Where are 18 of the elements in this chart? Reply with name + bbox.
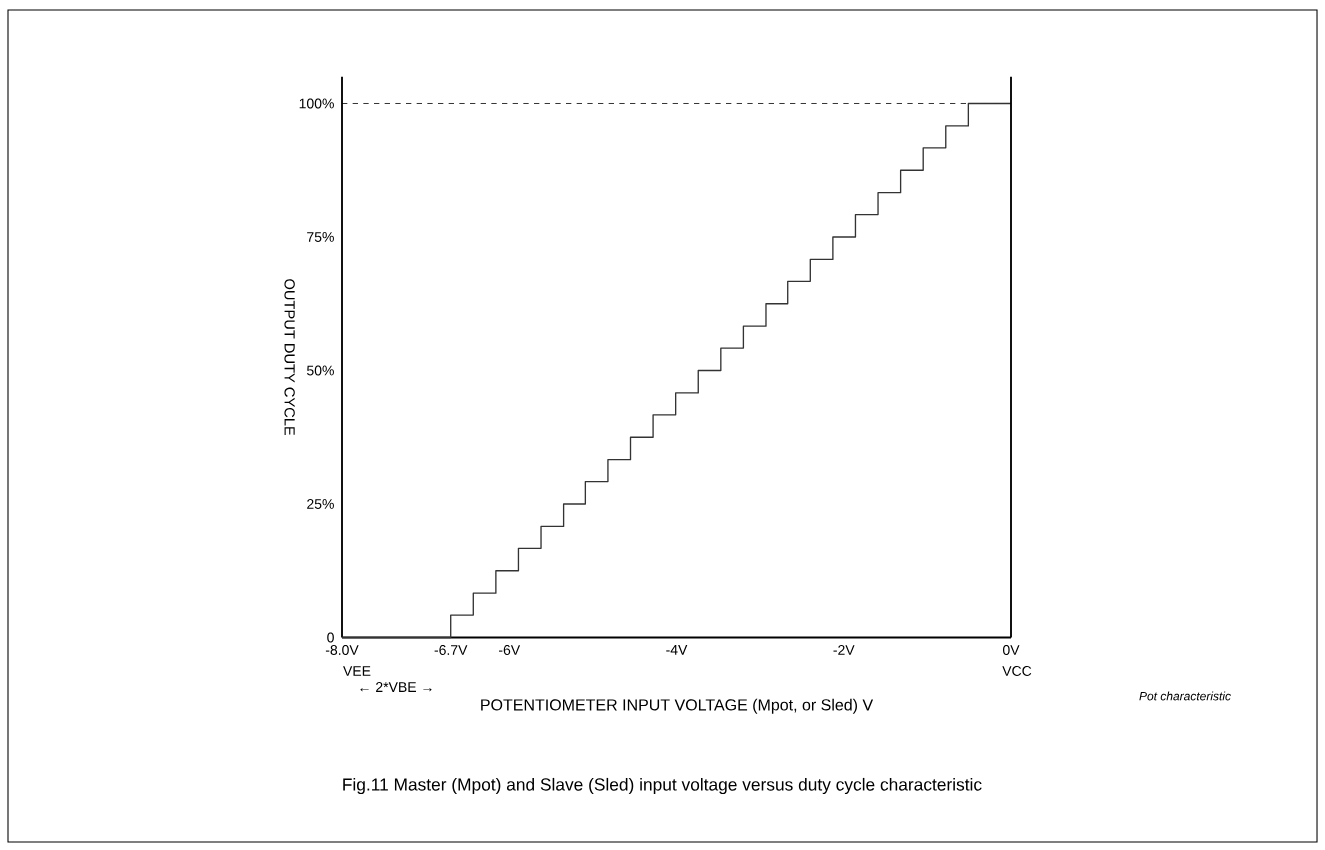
x-tick-label: -2V	[833, 645, 855, 655]
text: VCC	[1002, 666, 1032, 676]
x-tick-label: -8.0V	[325, 645, 359, 655]
y-tick-label: 75%	[307, 232, 334, 242]
x-tick-label: -4V	[666, 645, 688, 655]
text: ← 2*VBE →	[360, 682, 432, 692]
y-tick-label: 100%	[299, 98, 334, 109]
x-axis-title: POTENTIOMETER INPUT VOLTAGE (Mpot, or Sled) V	[481, 698, 874, 714]
y-tick-label: 25%	[307, 499, 334, 509]
x-tick-label: -6.7V	[434, 645, 468, 655]
y-tick-label: 0	[327, 632, 334, 643]
x-tick-label: 0V	[1002, 645, 1020, 655]
y-tick-label: 50%	[306, 365, 334, 376]
y-axis-title: OUTPUT DUTY CYCLE	[284, 279, 295, 436]
x-tick-label: -6V	[498, 645, 521, 655]
text: Pot characteristic	[1139, 691, 1231, 701]
caption: Fig.11 Master (Mpot) and Slave (Sled) input voltage versus duty cycle characteristic	[343, 777, 982, 795]
text: VEE	[343, 666, 371, 676]
